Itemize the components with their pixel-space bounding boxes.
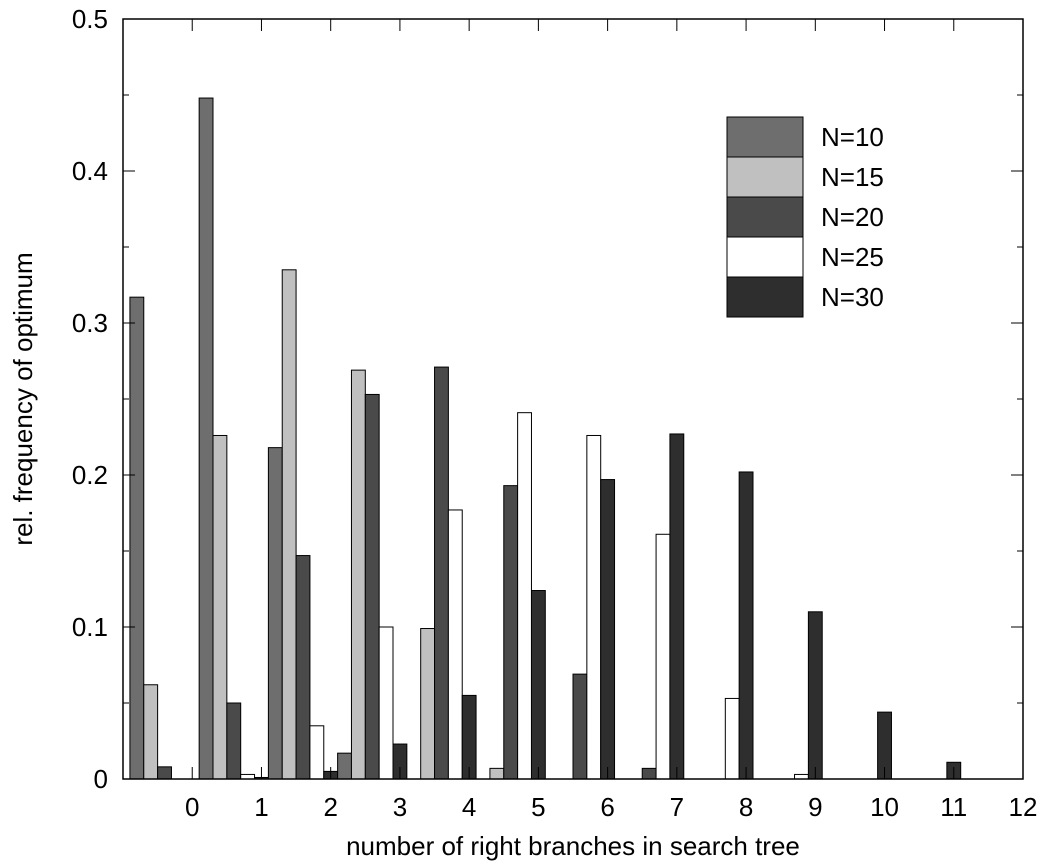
bar-N15-x3: [350, 369, 366, 780]
bar-N15-x2: [281, 269, 297, 780]
bar-N25-x7: [655, 533, 671, 780]
legend-label: N=25: [821, 242, 884, 272]
x-tick-label: 0: [185, 792, 199, 822]
x-tick-label: 1: [254, 792, 268, 822]
legend-label: N=10: [821, 122, 884, 152]
legend-swatch-N20: [726, 196, 804, 238]
legend-label: N=20: [821, 202, 884, 232]
x-tick-label: 7: [670, 792, 684, 822]
y-tick-label: 0.3: [72, 308, 108, 338]
legend-label: N=30: [821, 282, 884, 312]
x-tick-label: 10: [870, 792, 899, 822]
x-tick-label: 4: [462, 792, 476, 822]
y-tick-label: 0.5: [72, 4, 108, 34]
bar-N10-x1: [198, 97, 214, 780]
bar-N15-x5: [489, 767, 505, 780]
bar-N20-x6: [572, 673, 588, 780]
bar-N10-x0: [129, 296, 145, 780]
legend-swatch-N10: [726, 116, 804, 158]
y-tick-label: 0.1: [72, 612, 108, 642]
legend: N=10 N=15 N=20 N=25 N=30: [726, 116, 884, 318]
plot-frame: [122, 18, 1024, 780]
x-tick-label: 12: [1009, 792, 1038, 822]
x-tick-label: 6: [600, 792, 614, 822]
bar-N20-x3: [364, 393, 380, 780]
legend-swatch-N25: [726, 236, 804, 278]
bar-N15-x4: [420, 628, 436, 780]
x-tick-label: 3: [393, 792, 407, 822]
bar-N20-x0: [157, 766, 172, 780]
bar-N20-x7: [641, 767, 657, 780]
bar-N30-x5: [530, 590, 546, 780]
bar-N25-x4: [447, 509, 463, 780]
bar-N30-x9: [807, 611, 823, 780]
bars-layer: [129, 97, 962, 780]
bar-N10-x3: [337, 752, 352, 780]
bar-N25-x8: [724, 697, 740, 780]
bar-N20-x4: [434, 366, 449, 780]
x-axis-label: number of right branches in search tree: [346, 831, 800, 861]
bar-N30-x4: [461, 694, 477, 780]
x-tick-label: 11: [940, 792, 967, 822]
x-tick-label: 9: [808, 792, 822, 822]
legend-swatch-N30: [726, 276, 804, 318]
y-tick-label: 0.2: [72, 460, 108, 490]
bar-N25-x3: [378, 626, 394, 780]
bar-N30-x6: [600, 479, 616, 780]
y-tick-label: 0.4: [72, 156, 108, 186]
x-tick-label: 2: [323, 792, 337, 822]
bar-N25-x5: [517, 412, 532, 780]
bar-N10-x2: [267, 447, 283, 780]
legend-label: N=15: [821, 162, 884, 192]
x-tick-label: 5: [531, 792, 545, 822]
y-tick-label: 0: [94, 764, 108, 794]
legend-swatch-N15: [726, 156, 804, 198]
bar-N20-x1: [226, 702, 242, 780]
bar-N25-x2: [309, 725, 325, 780]
bar-N15-x0: [143, 684, 159, 780]
bar-N20-x2: [295, 555, 311, 780]
x-tick-label: 8: [739, 792, 753, 822]
bar-N30-x7: [669, 433, 685, 780]
bar-N20-x5: [503, 485, 519, 780]
bar-N15-x1: [212, 434, 228, 780]
bar-N30-x8: [738, 471, 754, 780]
y-axis-label: rel. frequency of optimum: [8, 252, 38, 545]
bar-N25-x6: [586, 434, 602, 780]
